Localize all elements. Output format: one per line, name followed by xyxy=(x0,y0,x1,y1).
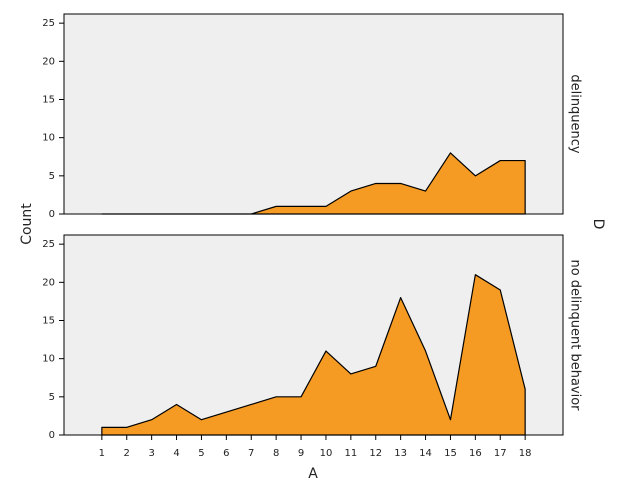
y-axis-label: Count xyxy=(19,203,35,245)
y-tick-label: 20 xyxy=(42,56,55,67)
x-tick-label: 15 xyxy=(444,448,457,459)
area xyxy=(101,274,526,436)
y-tick-label: 0 xyxy=(49,430,55,441)
y-tick-label: 15 xyxy=(42,94,55,105)
x-tick-label: 8 xyxy=(273,448,279,459)
x-tick-label: 18 xyxy=(519,448,532,459)
x-tick-label: 17 xyxy=(494,448,507,459)
x-tick-label: 14 xyxy=(419,448,432,459)
y-tick-label: 15 xyxy=(42,315,55,326)
y-tick-label: 25 xyxy=(42,18,55,29)
y-tick-label: 10 xyxy=(42,133,55,144)
x-tick-label: 9 xyxy=(298,448,304,459)
x-tick-label: 7 xyxy=(248,448,254,459)
y-tick-label: 0 xyxy=(49,209,55,220)
x-tick-label: 2 xyxy=(124,448,130,459)
x-axis-label: A xyxy=(308,466,318,482)
x-tick-label: 12 xyxy=(369,448,382,459)
x-tick-label: 6 xyxy=(223,448,229,459)
y-tick-label: 10 xyxy=(42,354,55,365)
y-tick-label: 5 xyxy=(49,171,55,182)
y-tick-label: 25 xyxy=(42,239,55,250)
x-tick-label: 13 xyxy=(394,448,407,459)
area xyxy=(101,152,526,215)
facet-title: delinquency xyxy=(568,74,583,154)
x-tick-label: 4 xyxy=(173,448,179,459)
x-tick-label: 11 xyxy=(344,448,357,459)
y-tick-label: 5 xyxy=(49,392,55,403)
x-tick-label: 3 xyxy=(148,448,154,459)
x-tick-label: 10 xyxy=(320,448,333,459)
y-tick-label: 20 xyxy=(42,277,55,288)
facet-label: D xyxy=(590,219,606,230)
x-tick-label: 1 xyxy=(99,448,105,459)
x-tick-label: 5 xyxy=(198,448,204,459)
facet-title: no delinquent behavior xyxy=(568,259,583,411)
x-tick-label: 16 xyxy=(469,448,482,459)
